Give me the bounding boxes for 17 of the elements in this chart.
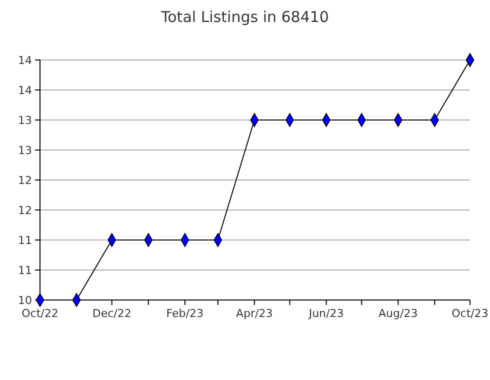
y-tick-label: 14	[18, 84, 32, 97]
x-tick-label: Oct/23	[452, 307, 488, 320]
x-tick-label: Dec/22	[92, 307, 132, 320]
y-tick-label: 14	[18, 54, 32, 67]
y-tick-label: 11	[18, 234, 32, 247]
y-tick-label: 11	[18, 264, 32, 277]
y-tick-label: 10	[18, 294, 32, 307]
x-tick-label: Apr/23	[236, 307, 273, 320]
x-tick-label: Oct/22	[22, 307, 58, 320]
x-tick-label: Feb/23	[166, 307, 204, 320]
x-tick-label: Aug/23	[378, 307, 418, 320]
y-tick-label: 13	[18, 144, 32, 157]
chart-title: Total Listings in 68410	[160, 8, 329, 26]
y-tick-label: 13	[18, 114, 32, 127]
x-tick-label: Jun/23	[308, 307, 344, 320]
y-tick-label: 12	[18, 204, 32, 217]
y-tick-label: 12	[18, 174, 32, 187]
